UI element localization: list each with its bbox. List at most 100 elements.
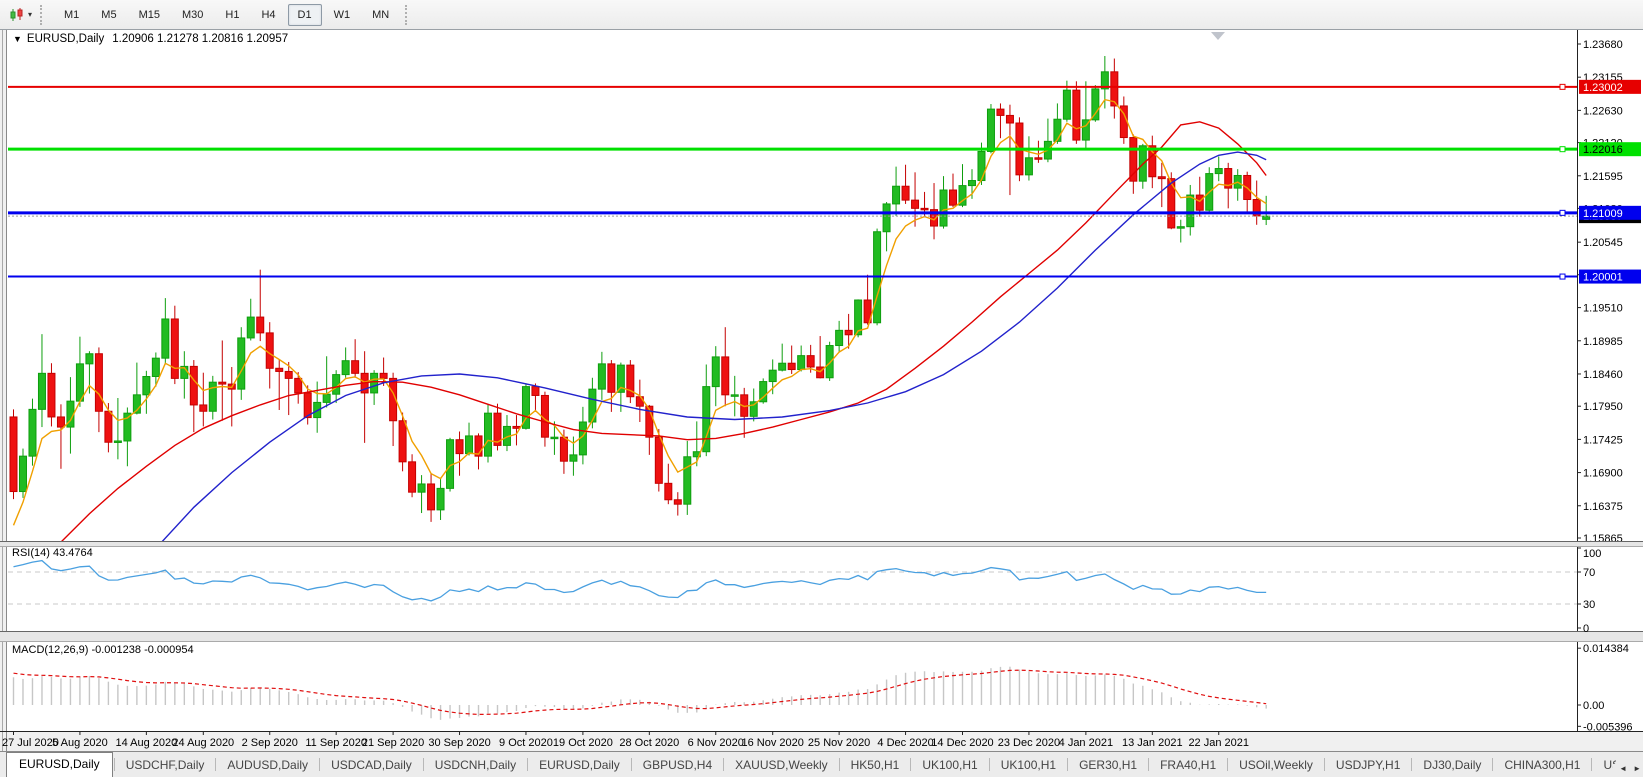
chart-tab-uk100-h1[interactable]: UK100,H1 <box>1000 758 1057 772</box>
macd-axis-label: -0.005396 <box>1583 721 1633 733</box>
price-axis-label: 1.18985 <box>1583 336 1623 348</box>
horizontal-level-line[interactable] <box>8 79 1641 94</box>
timeframe-button-m5[interactable]: M5 <box>101 8 117 21</box>
price-axis-label: 1.16900 <box>1583 468 1623 480</box>
chart-shift-marker-icon[interactable] <box>1211 32 1225 40</box>
rsi-indicator-label: RSI(14) 43.4764 <box>12 547 93 559</box>
tab-separator <box>1411 758 1413 771</box>
timeframe-button-d1[interactable]: D1 <box>287 3 322 26</box>
chart-tab-usdchf-daily[interactable]: USDCHF,Daily <box>125 758 205 772</box>
level-badge-label: 1.20001 <box>1583 272 1623 284</box>
collapse-arrow-icon[interactable]: ▼ <box>13 34 22 44</box>
tab-separator <box>838 758 840 771</box>
chart-tab-ger30-h1[interactable]: GER30,H1 <box>1079 758 1138 772</box>
chart-tab-eurusd-daily[interactable]: EURUSD,Daily <box>539 758 620 772</box>
tab-scroll-arrows: ◄ ► <box>1613 764 1641 773</box>
date-axis-label: 11 Sep 2020 <box>305 737 367 749</box>
chart-tab-usdcad-daily[interactable]: USDCAD,Daily <box>331 758 412 772</box>
horizontal-level-line[interactable] <box>8 142 1641 157</box>
chart-tab-hk50-h1[interactable]: HK50,H1 <box>850 758 900 772</box>
date-axis-label: 9 Oct 2020 <box>499 737 553 749</box>
price-axis-label: 1.18460 <box>1583 369 1623 381</box>
level-badge-label: 1.21009 <box>1583 208 1623 220</box>
date-axis-label: 28 Oct 2020 <box>619 737 679 749</box>
tab-separator <box>422 758 424 771</box>
chart-tab-usoil-weekly[interactable]: USOil,Weekly <box>1239 758 1313 772</box>
chart-tab-fra40-h1[interactable]: FRA40,H1 <box>1160 758 1217 772</box>
level-badge-label: 1.22016 <box>1583 144 1623 156</box>
tab-separator <box>630 758 632 771</box>
chart-tab-usdcnh-daily[interactable]: USDCNH,Daily <box>434 758 517 772</box>
price-axis-label: 1.21595 <box>1583 171 1623 183</box>
date-axis-label: 14 Dec 2020 <box>931 737 993 749</box>
tab-scroll-left-icon[interactable]: ◄ <box>1619 764 1628 773</box>
toolbar-grip <box>405 4 413 25</box>
horizontal-level-line[interactable] <box>8 205 1641 220</box>
chart-tab-usdjpy-h1[interactable]: USDJPY,H1 <box>1335 758 1401 772</box>
chart-tab-audusd-daily[interactable]: AUDUSD,Daily <box>227 758 309 772</box>
horizontal-level-line[interactable] <box>8 269 1641 284</box>
candlestick-chart-icon <box>10 7 23 21</box>
level-badge-label: 1.23002 <box>1583 82 1623 94</box>
chevron-down-icon: ▾ <box>28 10 33 19</box>
macd-indicator-label: MACD(12,26,9) -0.001238 -0.000954 <box>12 644 194 656</box>
macd-histogram <box>12 666 1267 720</box>
symbol-period-label: EURUSD,Daily <box>26 33 105 45</box>
date-axis-label: 4 Jan 2021 <box>1059 737 1113 749</box>
fast-ma-line[interactable] <box>12 98 1267 526</box>
chart-tab-dj30-daily[interactable]: DJ30,Daily <box>1423 758 1482 772</box>
pane-separator[interactable] <box>0 542 1643 546</box>
tab-separator <box>319 758 321 771</box>
timeframe-button-h1[interactable]: H1 <box>225 8 240 21</box>
tab-separator <box>910 758 912 771</box>
timeframe-button-w1[interactable]: W1 <box>333 8 351 21</box>
tab-separator <box>988 758 990 771</box>
date-axis-label: 30 Sep 2020 <box>428 737 490 749</box>
price-axis-label: 1.22630 <box>1583 105 1623 117</box>
timeframe-button-m1[interactable]: M1 <box>64 8 80 21</box>
date-axis-label: 13 Jan 2021 <box>1122 737 1183 749</box>
level-price-badge <box>1579 269 1641 284</box>
chart-tab-uk100-h1[interactable]: UK100,H1 <box>922 758 978 772</box>
date-axis-label: 5 Aug 2020 <box>52 737 108 749</box>
price-axis-label: 1.16375 <box>1583 501 1623 513</box>
level-price-badge <box>1579 79 1641 94</box>
date-axis-label: 4 Dec 2020 <box>877 737 933 749</box>
toolbar-grip <box>40 4 48 25</box>
chart-tabs: EURUSD,Daily USDCHF,Daily AUDUSD,Daily USDC… <box>0 752 1616 777</box>
date-axis-label: 19 Oct 2020 <box>553 737 613 749</box>
chart-tab-china300-h1[interactable]: CHINA300,H1 <box>1504 758 1581 772</box>
tab-scroll-right-icon[interactable]: ► <box>1633 764 1641 773</box>
tab-separator <box>113 758 115 771</box>
charts-toolbar-button[interactable]: ▾ <box>6 6 35 24</box>
tab-separator <box>1591 758 1593 771</box>
date-axis-label: 14 Aug 2020 <box>115 737 177 749</box>
date-axis-label: 25 Nov 2020 <box>808 737 870 749</box>
price-axis-label: 1.23680 <box>1583 39 1623 51</box>
macd-signal-line <box>13 669 1267 716</box>
slow-ma-line[interactable] <box>118 151 1267 596</box>
chart-tab-xauusd-weekly[interactable]: XAUUSD,Weekly <box>735 758 828 772</box>
timeframe-button-m30[interactable]: M30 <box>181 8 204 21</box>
tab-separator <box>1492 758 1494 771</box>
tab-separator <box>1227 758 1229 771</box>
timeframe-toolbar: ▾ M1 M5 M15 M30 H1 H4 D1 W1 MN <box>0 0 1643 30</box>
price-axis-label: 1.17950 <box>1583 401 1623 413</box>
timeframe-button-h4[interactable]: H4 <box>261 8 276 21</box>
date-axis-label: 21 Sep 2020 <box>362 737 424 749</box>
tab-separator <box>1148 758 1150 771</box>
chart-tab-eurusd-daily[interactable]: EURUSD,Daily <box>6 752 113 777</box>
timeframe-button-m15[interactable]: M15 <box>138 8 160 21</box>
level-price-badge <box>1579 205 1641 220</box>
chart-tab-gbpusd-h4[interactable]: GBPUSD,H4 <box>642 758 713 772</box>
date-axis-label: 6 Nov 2020 <box>688 737 744 749</box>
tab-separator <box>723 758 725 771</box>
mid-ma-line[interactable] <box>32 121 1267 593</box>
ohlc-values: 1.20906 1.21278 1.20816 1.20957 <box>112 33 289 45</box>
pane-separator[interactable] <box>0 632 1643 641</box>
date-axis-label: 16 Nov 2020 <box>742 737 804 749</box>
timeframe-button-mn[interactable]: MN <box>372 8 390 21</box>
date-axis-label: 23 Dec 2020 <box>998 737 1060 749</box>
